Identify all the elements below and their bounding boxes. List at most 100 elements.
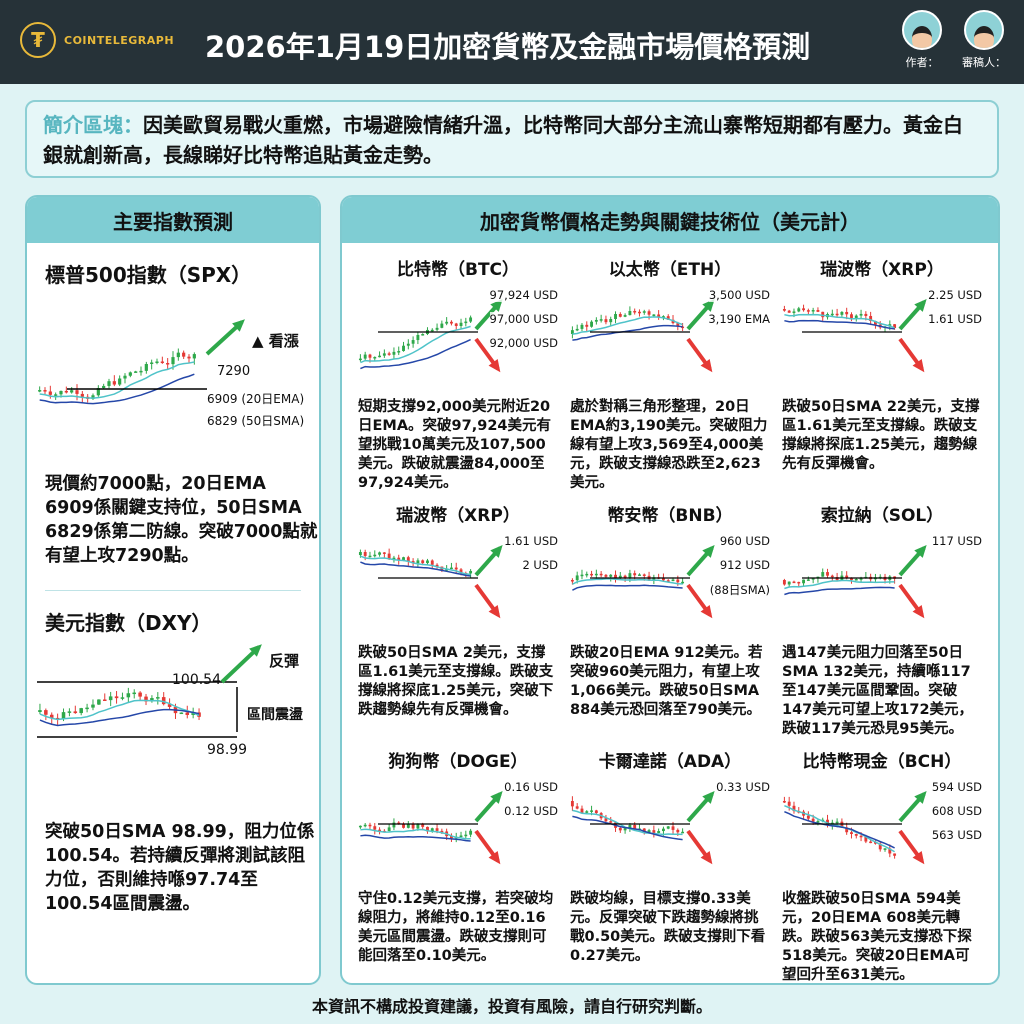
candle — [161, 697, 166, 705]
candle — [854, 579, 858, 581]
candle — [91, 395, 95, 399]
candle — [459, 835, 463, 838]
candle — [835, 313, 839, 316]
candle — [368, 824, 372, 827]
moving-average-line — [39, 708, 200, 727]
candle — [416, 560, 420, 564]
candle — [97, 699, 101, 705]
candle — [676, 323, 680, 327]
coin-title: 瑞波幣（XRP） — [396, 506, 520, 526]
candle — [363, 354, 367, 359]
candle — [435, 564, 439, 567]
price-level-label: 0.12 USD — [504, 804, 558, 818]
candle — [806, 310, 810, 312]
candle — [156, 697, 160, 699]
candle — [426, 560, 429, 564]
candle — [806, 579, 810, 581]
candle — [604, 574, 608, 577]
candle — [604, 818, 608, 822]
price-level-label: 594 USD — [931, 780, 982, 794]
editor-label: 審稿人： — [962, 56, 1006, 69]
moving-average-line — [784, 804, 895, 853]
candle — [893, 853, 897, 856]
price-level-label: 1.61 USD — [928, 312, 982, 326]
up-arrow-icon-head — [490, 791, 503, 804]
candle — [590, 810, 593, 812]
candle — [652, 830, 656, 833]
candle — [662, 828, 665, 832]
candle — [840, 311, 844, 315]
candle — [623, 575, 627, 578]
up-arrow-icon-head — [232, 319, 245, 332]
moving-average-line — [39, 699, 200, 721]
moving-average-line — [360, 325, 471, 364]
candle — [580, 574, 584, 577]
brand-name: COINTELEGRAPH — [64, 33, 175, 47]
candle — [59, 390, 63, 395]
price-level-label: 912 USD — [719, 558, 770, 572]
candle — [594, 319, 598, 322]
down-arrow-icon-head — [488, 605, 501, 619]
down-arrow-icon-head — [700, 851, 713, 865]
candle — [681, 831, 685, 834]
coin-chart: 0.33 USD — [570, 776, 770, 886]
candle — [570, 330, 574, 334]
candle — [459, 569, 463, 573]
candle — [883, 848, 887, 850]
coin-title: 比特幣現金（BCH） — [802, 752, 962, 772]
candle — [402, 557, 405, 561]
candle — [874, 321, 877, 325]
candle — [893, 324, 897, 328]
candle — [638, 311, 641, 314]
coin-title: 幣安幣（BNB） — [607, 506, 733, 526]
price-level-label: 2.25 USD — [928, 288, 982, 302]
candle — [585, 573, 589, 576]
candle — [821, 572, 825, 577]
candle — [850, 314, 853, 318]
candle — [830, 575, 834, 578]
candle — [416, 823, 420, 829]
price-level-label: 92,000 USD — [489, 336, 558, 350]
candle — [575, 806, 579, 809]
candle — [382, 353, 386, 356]
candle — [662, 316, 665, 318]
candle — [134, 371, 138, 373]
candle — [633, 824, 637, 830]
coin-analysis: 遇147美元阻力回落至50日SMA 132美元，持續喺117至147美元區間鞏固… — [782, 645, 974, 737]
candle — [464, 834, 468, 837]
candle — [150, 362, 154, 364]
candle — [421, 823, 425, 827]
moving-average-line — [784, 810, 895, 849]
candle — [192, 354, 196, 359]
moving-average-line — [360, 555, 471, 576]
candle — [402, 345, 405, 352]
candle — [811, 578, 815, 580]
coin-chart: 594 USD 608 USD 563 USD — [782, 776, 982, 886]
candle — [666, 826, 670, 829]
crypto-card: 卡爾達諾（ADA） 0.33 USD 跌破均線，目標支撐0.33美元。反彈突破下… — [564, 743, 776, 983]
coin-title: 狗狗幣（DOGE） — [388, 752, 528, 772]
candle — [167, 704, 172, 707]
candle — [54, 394, 58, 396]
candle — [604, 319, 608, 323]
panel-heading: 加密貨幣價格走勢與關鍵技術位（美元計） — [342, 197, 998, 243]
up-arrow-icon-head — [702, 545, 715, 558]
candle — [454, 323, 458, 326]
candle — [859, 313, 863, 316]
candle — [440, 830, 444, 833]
candle — [662, 577, 665, 581]
candle — [392, 822, 396, 828]
candle — [850, 832, 853, 835]
candle — [128, 372, 132, 376]
candle — [91, 704, 95, 708]
candle — [580, 324, 584, 329]
price-level-label: 1.61 USD — [504, 534, 558, 548]
crypto-card: 比特幣現金（BCH） 594 USD 608 USD 563 USD 收盤跌破50日… — [776, 743, 988, 983]
candle — [363, 552, 367, 556]
candle — [845, 575, 849, 579]
price-level-label: 2 USD — [522, 558, 558, 572]
moving-average-line — [572, 324, 683, 341]
candle — [132, 692, 136, 695]
coin-title: 索拉納（SOL） — [820, 506, 944, 526]
candle — [387, 353, 391, 355]
